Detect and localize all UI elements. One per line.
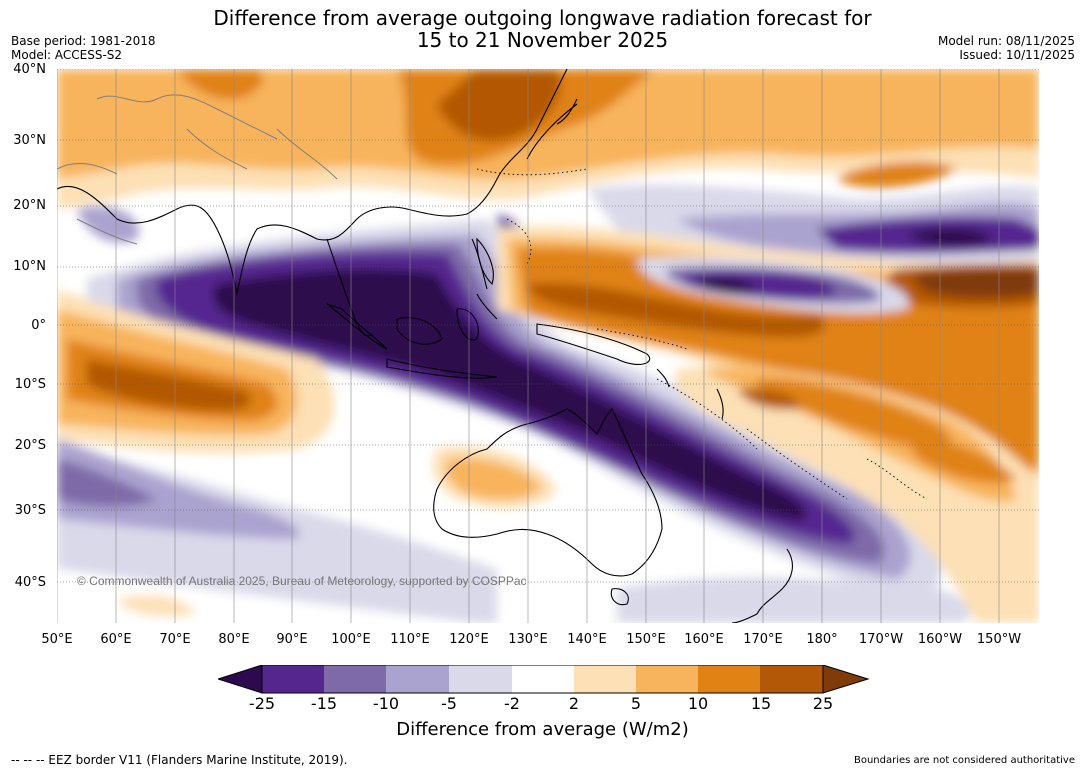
lon-label-160w: 160°W	[917, 632, 963, 647]
model-run: Model run: 08/11/2025	[937, 34, 1075, 48]
colorbar-tick-neg15: -15	[310, 694, 338, 713]
lat-label-30n: 30°N	[13, 133, 46, 148]
colorbar-segment-7	[636, 665, 698, 693]
lat-label-10n: 10°N	[13, 259, 46, 274]
lat-label-30s: 30°S	[14, 503, 46, 518]
colorbar-tick-neg25: -25	[248, 694, 276, 713]
colorbar-segment-3	[386, 665, 449, 693]
lon-label-110e: 110°E	[390, 632, 430, 647]
lon-label-130e: 130°E	[508, 632, 548, 647]
colorbar-frame	[261, 665, 824, 694]
colorbar-segment-5	[512, 665, 574, 693]
issued-date: Issued: 10/11/2025	[959, 48, 1075, 62]
colorbar-tick-5: 5	[630, 694, 642, 713]
lon-label-60e: 60°E	[100, 632, 132, 647]
lat-label-20n: 20°N	[13, 198, 46, 213]
lon-label-80e: 80°E	[218, 632, 250, 647]
colorbar-segment-6	[574, 665, 636, 693]
lat-label-40n: 40°N	[13, 62, 46, 77]
map-title-line-2: 15 to 21 November 2025	[416, 28, 669, 52]
model-name: Model: ACCESS-S2	[11, 48, 123, 62]
colorbar-segment-9	[760, 665, 823, 693]
base-period: Base period: 1981-2018	[11, 34, 156, 48]
country-borders	[57, 94, 338, 245]
lat-label-40s: 40°S	[14, 575, 46, 590]
lon-label-160e: 160°E	[684, 632, 724, 647]
lon-label-150w: 150°W	[976, 632, 1022, 647]
colorbar-segment-under	[218, 665, 263, 694]
lat-label-0: 0°	[31, 318, 46, 333]
colorbar-tick-2: 2	[568, 694, 580, 713]
lon-label-170w: 170°W	[858, 632, 904, 647]
colorbar-title: Difference from average (W/m2)	[396, 719, 689, 740]
lon-label-170e: 170°E	[743, 632, 783, 647]
eez-borders	[476, 168, 928, 500]
colorbar-tick-10: 10	[687, 694, 709, 713]
colorbar-tick-neg5: -5	[441, 694, 457, 713]
lon-label-180: 180°	[806, 632, 838, 647]
colorbar-tick-neg2: -2	[504, 694, 520, 713]
lon-label-90e: 90°E	[276, 632, 308, 647]
boundaries-disclaimer: Boundaries are not considered authoritat…	[853, 755, 1075, 766]
colorbar-tick-15: 15	[750, 694, 772, 713]
map-title-line-1: Difference from average outgoing longwav…	[213, 6, 872, 30]
lon-label-120e: 120°E	[449, 632, 489, 647]
meridians	[57, 69, 1000, 623]
lat-label-20s: 20°S	[14, 438, 46, 453]
lon-label-140e: 140°E	[567, 632, 607, 647]
lat-label-10s: 10°S	[14, 377, 46, 392]
colorbar-segment-2	[324, 665, 386, 693]
colorbar-segment-over	[822, 665, 870, 694]
lon-label-70e: 70°E	[159, 632, 191, 647]
colorbar-segment-1	[262, 665, 324, 693]
lon-label-150e: 150°E	[626, 632, 666, 647]
olr-anomaly-map: © Commonwealth of Australia 2025, Bureau…	[57, 69, 1039, 623]
colorbar-tick-neg10: -10	[372, 694, 400, 713]
colorbar	[218, 665, 870, 694]
colorbar-segment-8	[698, 665, 760, 693]
lon-label-50e: 50°E	[41, 632, 73, 647]
lon-label-100e: 100°E	[331, 632, 371, 647]
copyright-text: © Commonwealth of Australia 2025, Bureau…	[77, 574, 527, 588]
eez-note: -- -- -- EEZ border V11 (Flanders Marine…	[11, 753, 348, 767]
colorbar-segment-4	[449, 665, 512, 693]
colorbar-tick-25: 25	[812, 694, 834, 713]
